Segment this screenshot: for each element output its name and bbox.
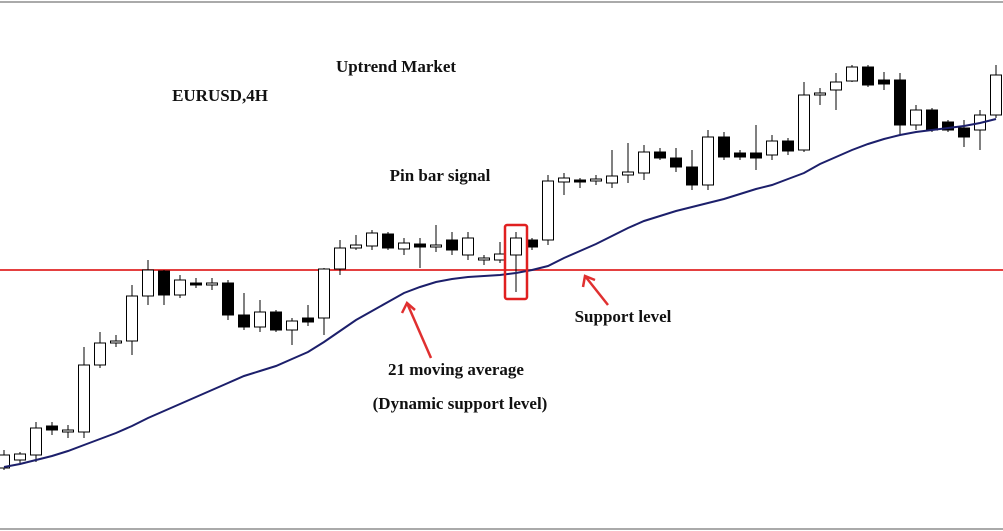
candle-body <box>270 311 282 331</box>
arrows <box>400 274 609 359</box>
candle-body <box>398 242 410 250</box>
candle-body <box>846 66 858 82</box>
annotation: Support level <box>575 307 672 326</box>
candle-body <box>542 180 554 241</box>
annotation: Pin bar signal <box>390 166 491 185</box>
candle-body <box>750 152 762 159</box>
candle-body <box>238 314 250 328</box>
candle-body <box>654 151 666 159</box>
chart-subtitle: EURUSD,4H <box>172 86 268 105</box>
candle-body <box>910 109 922 126</box>
candle-body <box>670 157 682 168</box>
candle-body <box>830 81 842 91</box>
candle-body <box>158 270 170 296</box>
candle-body <box>814 92 826 96</box>
candle-body <box>558 177 570 183</box>
candle-body <box>782 140 794 152</box>
annotation: 21 moving average <box>388 360 524 379</box>
candle-body <box>894 79 906 126</box>
candle-body <box>574 179 586 183</box>
candle-body <box>718 136 730 158</box>
candle-body <box>30 427 42 456</box>
candle-body <box>350 244 362 249</box>
candle-body <box>302 317 314 323</box>
candle-body <box>62 429 74 433</box>
candle-body <box>126 295 138 342</box>
candle-body <box>46 425 58 431</box>
candle-body <box>254 311 266 328</box>
candle-body <box>990 74 1002 116</box>
candle-body <box>590 178 602 182</box>
moving-average-line <box>3 118 997 468</box>
candle-body <box>286 320 298 331</box>
candle-body <box>478 257 490 261</box>
candle-body <box>926 109 938 131</box>
candle-body <box>878 79 890 85</box>
candle-body <box>78 364 90 433</box>
candle-body <box>414 243 426 248</box>
candle-body <box>110 340 122 344</box>
candle-body <box>318 268 330 319</box>
chart-title: Uptrend Market <box>336 57 456 76</box>
candle-body <box>798 94 810 151</box>
candle-body <box>606 175 618 184</box>
candle-body <box>622 171 634 176</box>
candle-body <box>686 166 698 186</box>
pin-bar-highlight <box>503 223 529 301</box>
candle-body <box>462 237 474 256</box>
candle-body <box>14 453 26 461</box>
candle-body <box>510 237 522 256</box>
candle-body <box>94 342 106 366</box>
candle-body <box>382 233 394 249</box>
candle-body <box>190 282 202 286</box>
candle-body <box>430 244 442 248</box>
candle-body <box>862 66 874 86</box>
candle-body <box>958 127 970 138</box>
candle-body <box>702 136 714 186</box>
candle-body <box>0 454 10 469</box>
candle-body <box>446 239 458 251</box>
annotation: (Dynamic support level) <box>373 394 548 413</box>
candle-body <box>734 152 746 158</box>
candle-body <box>942 121 954 131</box>
candle-body <box>638 151 650 174</box>
candle-body <box>766 140 778 156</box>
candle-body <box>206 282 218 286</box>
candle-body <box>222 282 234 316</box>
candle-body <box>174 279 186 296</box>
candle-body <box>142 269 154 297</box>
candle-body <box>334 247 346 270</box>
candle-body <box>366 232 378 247</box>
